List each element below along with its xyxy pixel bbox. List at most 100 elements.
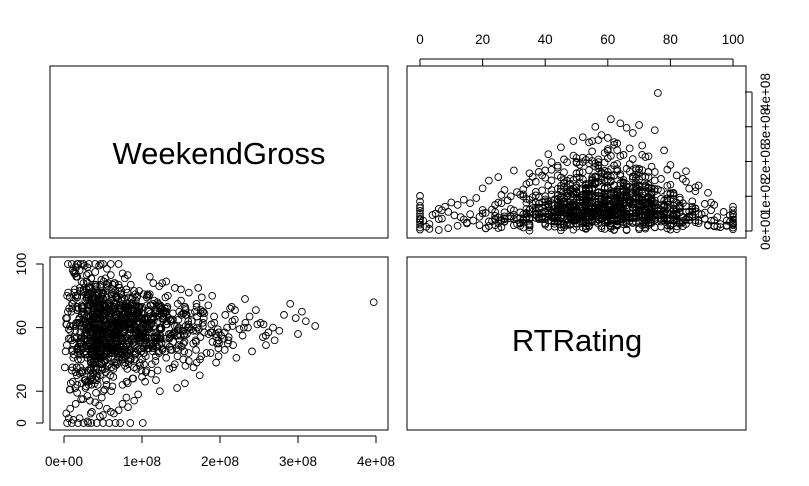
scatter-point [525, 213, 534, 222]
scatter-point [187, 325, 195, 334]
scatter-point [547, 190, 556, 199]
scatter-point [76, 260, 85, 268]
scatter-point [179, 339, 188, 348]
scatter-point [108, 382, 117, 391]
scatter-point [585, 153, 593, 162]
scatter-point [182, 311, 191, 319]
scatter-point [613, 146, 622, 155]
scatter-point [541, 166, 550, 175]
scatter-point [96, 303, 105, 311]
scatter-point [622, 226, 631, 234]
scatter-point [553, 171, 562, 180]
scatter-point [112, 357, 121, 365]
scatter-point [88, 408, 96, 416]
scatter-point [79, 344, 87, 353]
scatter-point [121, 358, 129, 367]
scatter-point [622, 204, 631, 213]
scatter-point [231, 306, 239, 314]
scatter-point [102, 380, 111, 389]
scatter-point [622, 191, 631, 199]
scatter-point [535, 159, 543, 168]
scatter-point [73, 388, 81, 397]
scatter-point [80, 261, 89, 270]
scatter-point [64, 414, 73, 423]
scatter-point [291, 314, 300, 322]
scatter-point [178, 326, 187, 335]
scatter-point [181, 361, 190, 370]
scatter-point [572, 208, 581, 217]
scatter-point [625, 144, 634, 153]
scatter-point [622, 164, 631, 173]
scatter-point [538, 208, 546, 217]
scatter-point [130, 338, 138, 346]
scatter-point [603, 205, 612, 214]
scatter-point [70, 350, 78, 359]
scatter-point [238, 331, 247, 340]
scatter-point [138, 373, 146, 381]
scatter-point [159, 315, 168, 324]
scatter-point [666, 180, 675, 189]
scatter-point [563, 187, 571, 196]
scatter-point [229, 341, 237, 349]
scatter-point [644, 210, 653, 219]
scatter-point [184, 320, 193, 329]
scatter-point [224, 333, 233, 341]
scatter-point [82, 293, 91, 302]
scatter-point [173, 384, 181, 392]
scatter-point [682, 177, 690, 186]
scatter-point [114, 406, 123, 415]
scatter-point [214, 328, 223, 337]
scatter-point [96, 412, 104, 421]
scatter-point [641, 205, 650, 213]
scatter-point [223, 323, 231, 332]
scatter-point [716, 223, 725, 231]
scatter-point [192, 338, 200, 346]
scatter-point [510, 166, 518, 175]
scatter-point [485, 176, 493, 185]
scatter-point [163, 303, 172, 311]
scatter-point [92, 388, 100, 397]
scatter-point [416, 206, 424, 215]
scatter-point [607, 115, 615, 123]
scatter-point [700, 208, 709, 217]
scatter-point [62, 341, 71, 349]
scatter-point [86, 334, 95, 343]
scatter-point [494, 173, 503, 181]
scatter-point [140, 318, 149, 327]
tick-label: 100 [14, 253, 29, 276]
scatter-point [444, 224, 453, 233]
scatter-point [185, 323, 194, 332]
scatter-point [97, 288, 105, 297]
scatter-point [61, 347, 70, 356]
scatter-point [116, 419, 125, 427]
scatter-point [635, 121, 643, 129]
scatter-point [137, 347, 146, 356]
scatter-point [103, 264, 111, 273]
scatter-point [103, 404, 111, 413]
scatter-point [416, 225, 424, 234]
scatter-point [166, 317, 175, 326]
scatter-point [60, 363, 69, 372]
scatter-point [75, 314, 84, 322]
tick-label: 4e+08 [357, 454, 395, 469]
scatter-point [657, 175, 665, 183]
scatter-point [261, 331, 270, 340]
scatter-point [729, 210, 737, 219]
scatter-point [660, 146, 668, 155]
scatter-point [64, 260, 72, 268]
scatter-point [169, 363, 177, 372]
scatter-point [153, 333, 161, 341]
scatter-point [719, 208, 728, 216]
scatter-point [597, 176, 606, 185]
scatter-point [138, 309, 147, 318]
scatter-point [70, 269, 79, 278]
scatter-point [97, 276, 106, 284]
scatter-point [165, 342, 174, 351]
scatter-point [120, 325, 129, 334]
scatter-point [156, 323, 165, 332]
scatter-point [101, 357, 110, 365]
bottom-x-axis: 0e+00 1e+08 2e+08 3e+08 4e+08 [45, 435, 395, 469]
scatter-point [77, 303, 86, 311]
scatter-point [538, 186, 546, 195]
